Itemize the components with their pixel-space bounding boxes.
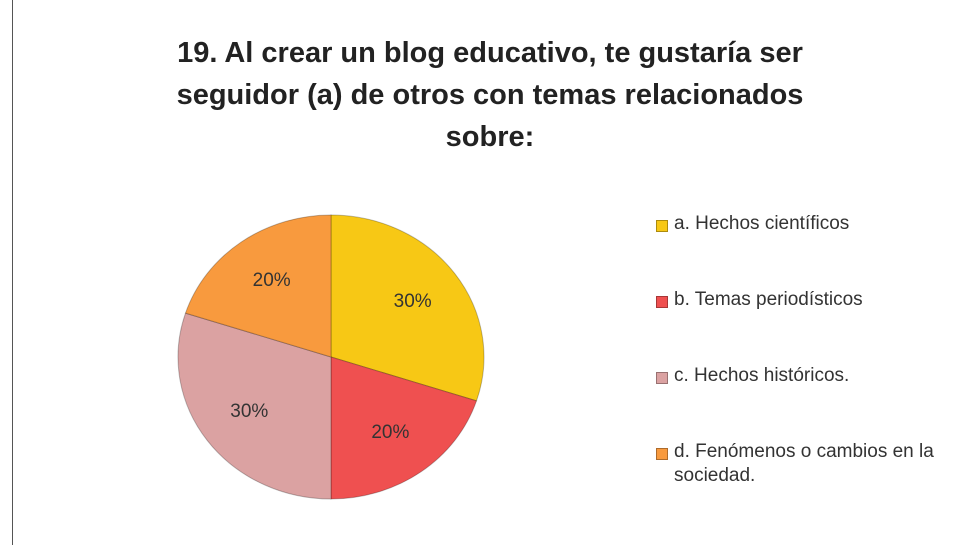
pie-slice <box>184 214 332 358</box>
legend: a. Hechos científicos b. Temas periodísti… <box>656 212 956 516</box>
data-label: 30% <box>394 291 432 312</box>
legend-item: a. Hechos científicos <box>656 212 956 288</box>
legend-label: c. Hechos históricos. <box>674 365 850 386</box>
pie-slice <box>330 356 478 500</box>
pie-slice <box>330 214 485 402</box>
legend-swatch <box>656 296 668 308</box>
legend-swatch <box>656 448 668 460</box>
data-label: 20% <box>253 270 291 291</box>
legend-item: c. Hechos históricos. <box>656 364 956 440</box>
legend-item: b. Temas periodísticos <box>656 288 956 364</box>
pie-slice <box>177 312 332 500</box>
legend-swatch <box>656 372 668 384</box>
legend-label: d. Fenómenos o cambios en la sociedad. <box>674 441 934 486</box>
data-label: 30% <box>230 401 268 422</box>
legend-item: d. Fenómenos o cambios en la sociedad. <box>656 440 956 516</box>
legend-label: a. Hechos científicos <box>674 213 850 234</box>
legend-label: b. Temas periodísticos <box>674 289 863 310</box>
chart-frame <box>12 0 973 545</box>
legend-swatch <box>656 220 668 232</box>
chart-title: 19. Al crear un blog educativo, te gusta… <box>176 37 804 153</box>
data-label: 20% <box>371 422 409 443</box>
